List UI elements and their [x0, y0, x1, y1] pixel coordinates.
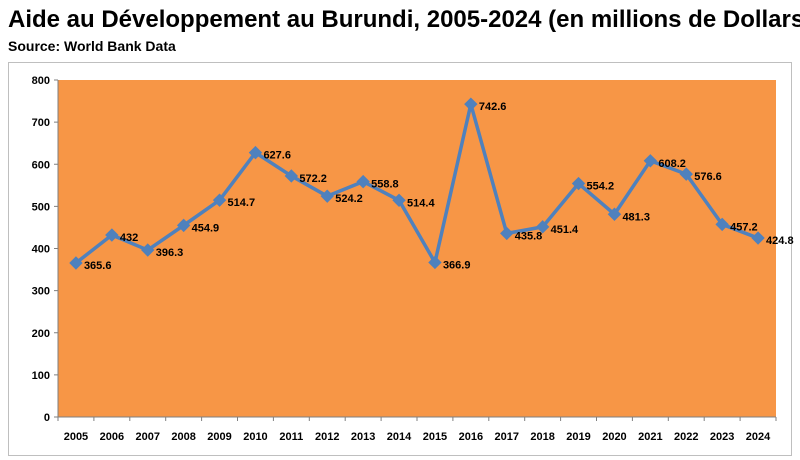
data-point-marker [248, 145, 263, 160]
data-point-marker [320, 189, 334, 203]
y-tick-label: 100 [32, 370, 50, 382]
data-label: 451.4 [551, 224, 579, 236]
data-point-marker [715, 217, 729, 232]
data-label: 365.6 [84, 260, 112, 272]
data-label: 576.6 [694, 171, 722, 183]
x-tick-label: 2022 [674, 431, 698, 443]
x-tick-label: 2009 [207, 431, 231, 443]
data-label: 627.6 [263, 150, 291, 162]
data-label: 396.3 [156, 247, 184, 259]
data-point-marker [500, 226, 514, 241]
y-tick-label: 400 [32, 244, 50, 256]
data-point-marker [356, 174, 370, 189]
x-tick-label: 2019 [566, 431, 590, 443]
data-point-marker [679, 167, 693, 181]
x-tick-label: 2018 [530, 431, 554, 443]
y-tick-label: 600 [32, 159, 50, 171]
data-label: 454.9 [192, 222, 220, 234]
data-point-marker [428, 255, 442, 270]
y-tick-label: 300 [32, 286, 50, 298]
y-tick-label: 800 [32, 75, 50, 87]
data-point-marker [176, 218, 191, 233]
x-tick-label: 2010 [243, 431, 267, 443]
data-label: 435.8 [515, 230, 543, 242]
y-tick-label: 700 [32, 117, 50, 129]
data-point-marker [105, 228, 119, 242]
data-point-marker [607, 207, 622, 221]
data-point-marker [643, 154, 658, 168]
x-tick-label: 2008 [171, 431, 195, 443]
data-point-marker [751, 231, 765, 245]
data-label: 514.4 [407, 197, 435, 209]
x-tick-label: 2016 [459, 431, 483, 443]
data-point-marker [535, 220, 550, 234]
data-label: 514.7 [228, 197, 256, 209]
chart-title: Aide au Développement au Burundi, 2005-2… [8, 6, 800, 33]
data-label: 457.2 [730, 221, 758, 233]
series-line [74, 102, 759, 265]
y-tick-label: 200 [32, 328, 50, 340]
data-label: 554.2 [587, 181, 615, 193]
data-point-marker [69, 256, 83, 270]
data-point-marker [212, 193, 227, 207]
y-tick-label: 500 [32, 201, 50, 213]
x-tick-label: 2014 [387, 431, 412, 443]
data-label: 742.6 [479, 101, 507, 113]
x-tick-label: 2007 [136, 431, 160, 443]
x-tick-label: 2021 [638, 431, 662, 443]
data-point-marker [141, 243, 155, 257]
x-tick-label: 2005 [64, 431, 88, 443]
chart-frame [8, 62, 792, 456]
x-tick-label: 2015 [423, 431, 447, 443]
x-tick-label: 2012 [315, 431, 339, 443]
x-tick-label: 2011 [279, 431, 303, 443]
y-tick-label: 0 [44, 412, 50, 424]
x-tick-label: 2023 [710, 431, 734, 443]
data-point-marker [464, 97, 478, 111]
x-tick-label: 2017 [495, 431, 519, 443]
x-tick-label: 2006 [100, 431, 124, 443]
data-label: 558.8 [371, 179, 399, 191]
data-point-marker [392, 193, 406, 208]
data-label: 424.8 [766, 235, 794, 247]
data-label: 608.2 [658, 158, 686, 170]
chart-subtitle: Source: World Bank Data [8, 38, 176, 54]
data-label: 366.9 [443, 259, 471, 271]
x-tick-label: 2013 [351, 431, 375, 443]
x-tick-label: 2024 [746, 431, 771, 443]
data-point-marker [571, 176, 586, 191]
data-point-marker [284, 169, 299, 183]
data-label: 524.2 [335, 193, 363, 205]
plot-area [58, 80, 776, 417]
data-label: 432 [120, 232, 138, 244]
data-label: 481.3 [622, 211, 650, 223]
x-tick-label: 2020 [602, 431, 626, 443]
data-label: 572.2 [299, 173, 327, 185]
